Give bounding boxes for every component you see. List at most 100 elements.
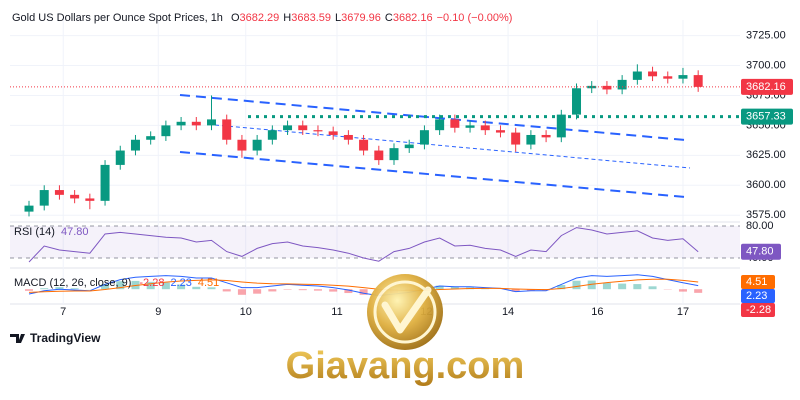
- rsi-tick-label: 80.00: [746, 220, 774, 232]
- macd-histogram-bar: [450, 286, 459, 290]
- candle-body: [54, 190, 64, 195]
- macd-line: [28, 274, 699, 297]
- x-tick-label: 7: [60, 306, 66, 318]
- macd-histogram-bar: [648, 286, 657, 290]
- macd-histogram-bar: [101, 284, 110, 290]
- macd-histogram-bar: [359, 289, 368, 295]
- candle-body: [495, 130, 505, 133]
- macd-value-label: -2.28: [746, 304, 771, 316]
- macd-histogram-bar: [222, 289, 231, 292]
- candle-body: [267, 130, 277, 140]
- y-tick-label: 3725.00: [746, 29, 786, 41]
- candle-body: [541, 134, 551, 138]
- candle-body: [343, 134, 353, 140]
- candle-body: [632, 71, 642, 80]
- macd-histogram-bar: [633, 284, 642, 290]
- macd-value-label: 4.51: [746, 276, 767, 288]
- macd-histogram-bar: [694, 289, 703, 293]
- ohlc-key: H: [283, 12, 291, 24]
- candle-body: [678, 75, 688, 79]
- ohlc-key: L: [335, 12, 341, 24]
- macd-histogram-bar: [207, 287, 216, 290]
- rsi-box: [741, 243, 781, 260]
- macd-histogram-bar: [344, 289, 353, 294]
- macd-histogram-bar: [70, 288, 79, 290]
- macd-name: MACD (12, 26, close, 9): [14, 277, 131, 289]
- candle-body: [130, 139, 140, 151]
- candle-body: [70, 194, 80, 199]
- chart-title: Gold US Dollars per Ounce Spot Prices, 1…: [12, 12, 223, 24]
- candle-body: [191, 121, 201, 126]
- candle-body: [252, 139, 262, 151]
- macd-histogram-bar: [435, 285, 444, 290]
- x-tick-label: 9: [155, 306, 161, 318]
- brand-text: TradingView: [30, 331, 101, 345]
- macd-histogram-bar: [161, 282, 170, 290]
- candle-body: [435, 119, 445, 131]
- rsi-band: [10, 226, 740, 258]
- x-tick-label: 10: [240, 306, 252, 318]
- candle-body: [572, 88, 582, 115]
- macd-histogram-bar: [55, 287, 64, 290]
- candle-body: [374, 150, 384, 161]
- candle-body: [419, 130, 429, 145]
- macd-legend-macd: 2.23: [170, 277, 191, 289]
- brand-logo: [10, 334, 25, 343]
- macd-histogram-bar: [192, 286, 201, 290]
- macd-histogram-bar: [298, 289, 307, 291]
- macd-histogram-bar: [602, 282, 611, 290]
- candle-body: [663, 76, 673, 79]
- macd-legend-hist: -2.28: [139, 277, 164, 289]
- channel-lower: [179, 151, 686, 198]
- last-price-label: 3682.16: [746, 81, 786, 93]
- macd-box: [741, 302, 775, 317]
- level-label: 3657.33: [746, 111, 786, 123]
- x-tick-label: 11: [331, 306, 342, 318]
- candle-body: [602, 85, 612, 90]
- macd-histogram-bar: [116, 281, 125, 290]
- candle-body: [207, 119, 217, 126]
- candle-body: [450, 119, 460, 128]
- macd-value-label: 2.23: [746, 290, 767, 302]
- macd-histogram-bar: [587, 280, 596, 290]
- watermark-text: Giavang.com: [286, 345, 525, 387]
- macd-histogram-bar: [40, 288, 49, 290]
- macd-histogram-bar: [25, 289, 34, 291]
- candle-body: [617, 79, 627, 90]
- ohlc-value: 3683.59: [291, 12, 331, 24]
- rsi-value-label: 47.80: [746, 246, 774, 258]
- candle-body: [648, 71, 658, 77]
- x-tick-label: 14: [502, 306, 514, 318]
- candle-body: [587, 85, 597, 89]
- macd-histogram-bar: [557, 285, 566, 290]
- level-box: [741, 108, 793, 125]
- x-tick-label: 16: [591, 306, 603, 318]
- candle-body: [389, 148, 399, 161]
- candle-body: [39, 190, 49, 206]
- macd-histogram-bar: [678, 289, 687, 292]
- candle-body: [24, 205, 34, 212]
- y-tick-label: 3625.00: [746, 149, 786, 161]
- macd-histogram-bar: [572, 280, 581, 290]
- ohlc-key: C: [385, 12, 393, 24]
- last-price-box: [741, 78, 793, 95]
- candle-body: [328, 131, 338, 135]
- candle-body: [146, 136, 156, 140]
- candle-body: [176, 121, 186, 126]
- candle-body: [404, 144, 414, 149]
- rsi-name: RSI (14): [14, 226, 55, 238]
- macd-histogram-bar: [237, 289, 246, 295]
- macd-legend-signal: 4.51: [198, 277, 219, 289]
- candle-body: [526, 134, 536, 145]
- candle-body: [115, 150, 125, 165]
- channel-mid: [214, 124, 691, 169]
- ohlc-key: O: [231, 12, 240, 24]
- x-tick-label: 17: [677, 306, 689, 318]
- macd-histogram-bar: [268, 289, 277, 292]
- candle-body: [693, 75, 703, 87]
- macd-box: [741, 288, 775, 303]
- rsi-legend-value: 47.80: [61, 226, 89, 238]
- candle-body: [359, 139, 369, 151]
- ohlc-value: 3682.29: [240, 12, 280, 24]
- macd-histogram-bar: [511, 289, 520, 292]
